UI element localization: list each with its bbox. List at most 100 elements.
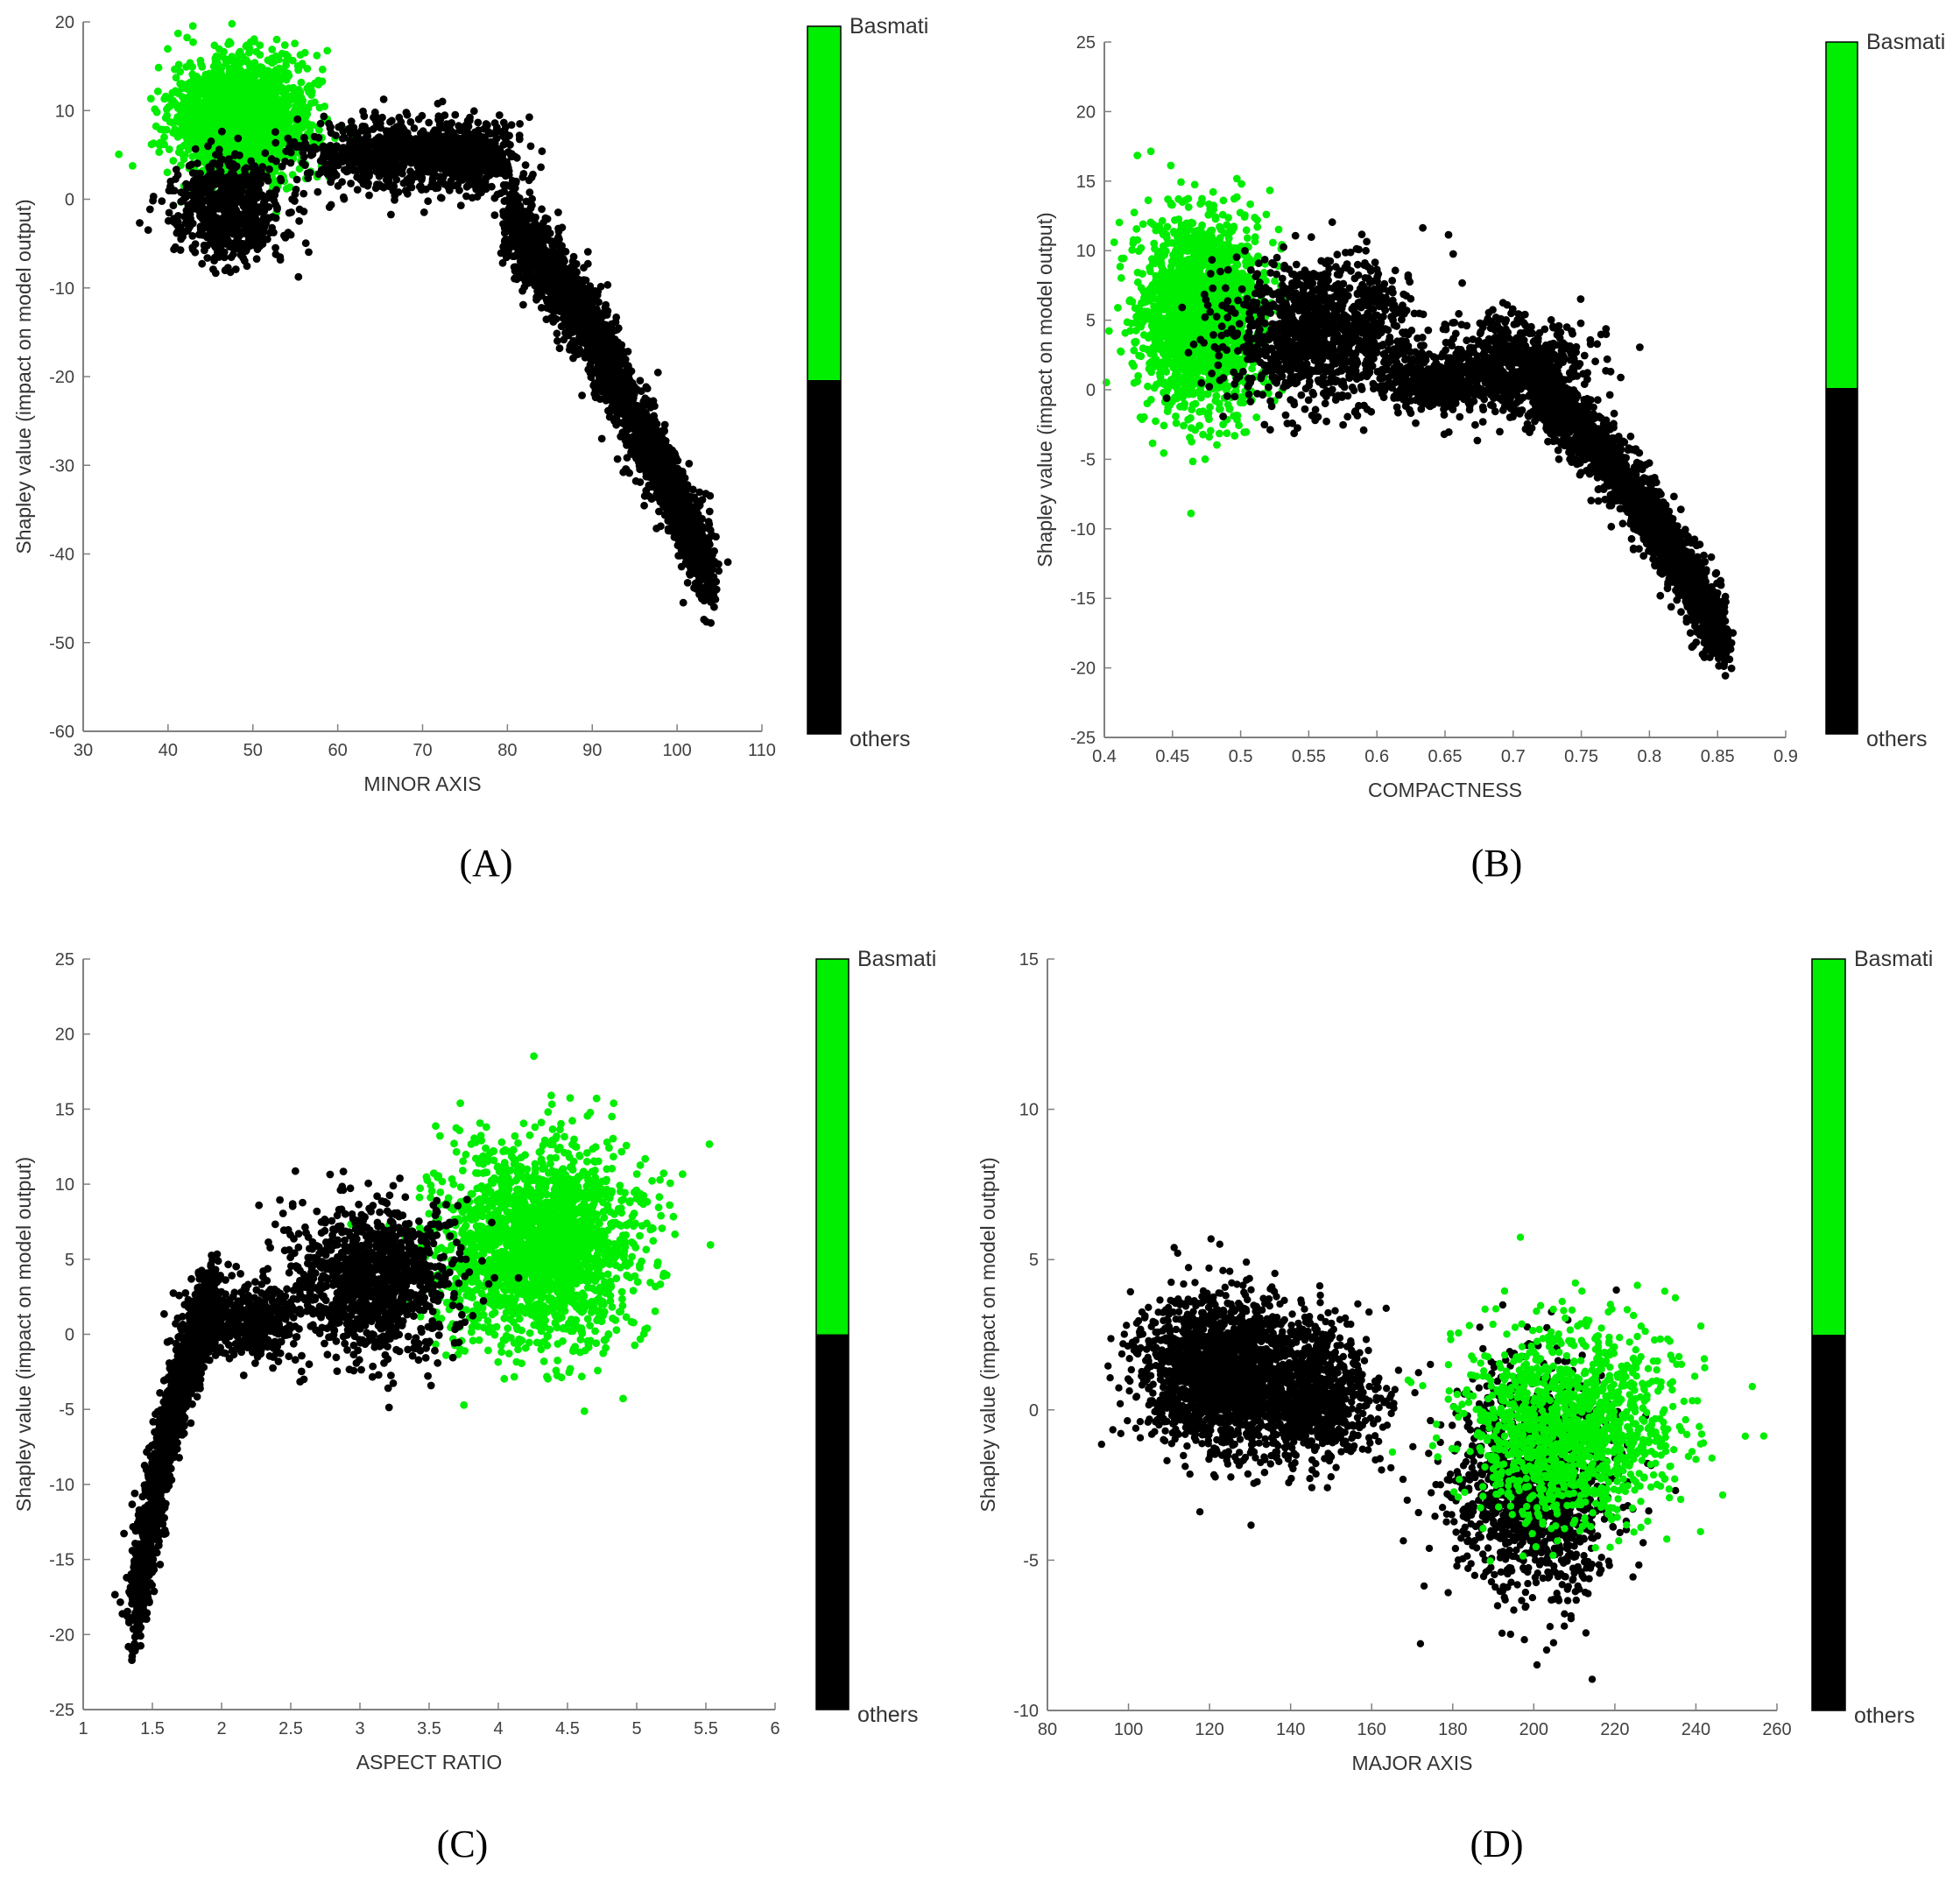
scatter-point [416,182,425,190]
scatter-point [152,122,160,130]
scatter-point [256,41,264,49]
scatter-point [271,250,280,258]
scatter-point [304,104,313,112]
scatter-point [224,40,232,48]
scatter-point [306,127,314,135]
scatter-point [144,226,152,234]
scatter-point [213,67,221,75]
scatter-point [183,33,192,42]
scatter-point [318,65,327,74]
scatter-point [201,246,208,255]
scatter-point [327,201,335,209]
scatter-point [235,81,243,90]
scatter-point [285,208,293,217]
scatter-point [188,243,197,251]
scatter-point [461,138,469,147]
scatter-point [451,172,460,180]
scatter-point [484,152,492,161]
scatter-point [299,159,307,167]
scatter-point [176,117,185,125]
scatter-point [228,53,236,60]
scatter-point [286,95,295,104]
scatter-point [243,145,252,153]
scatter-point [225,155,233,164]
scatter-point [221,54,229,63]
scatter-point [418,173,427,182]
scatter-point [381,138,390,146]
scatter-point [253,168,262,177]
scatter-point [214,60,222,68]
scatter-point [215,253,223,261]
scatter-point [278,108,286,116]
scatter-point [384,157,392,166]
scatter-point [222,210,231,219]
scatter-point [462,122,469,130]
scatter-point [173,29,182,38]
scatter-point [241,215,250,223]
scatter-point [180,141,188,150]
scatter-point [228,140,236,149]
scatter-point [164,45,172,53]
scatter-point [145,205,154,214]
scatter-point [172,175,180,183]
scatter-point [300,189,308,198]
scatter-point [205,163,214,172]
scatter-point [470,175,479,184]
scatter-point [251,215,260,223]
scatter-point [187,114,195,123]
scatter-point [293,175,301,184]
scatter-point [295,205,304,214]
scatter-point [365,191,373,200]
scatter-point [229,171,238,180]
scatter-point [165,208,173,217]
scatter-point [284,52,292,60]
scatter-point [187,215,195,223]
scatter-point [285,84,293,93]
scatter-point [195,139,204,148]
scatter-point [399,154,407,163]
scatter-point [160,95,169,103]
scatter-point [490,148,498,157]
scatter-point [515,135,524,144]
scatter-point [468,194,476,202]
scatter-point [265,165,273,173]
scatter-point [286,230,295,239]
scatter-point [260,194,269,202]
scatter-point [189,38,197,46]
scatter-point [254,175,263,183]
scatter-point [419,156,427,165]
scatter-point [228,132,236,141]
scatter-point [358,173,367,181]
scatter-point [248,75,257,84]
scatter-point [434,126,442,135]
scatter-point [317,168,326,177]
scatter-point [196,118,205,126]
scatter-point [521,161,530,169]
scatter-point [301,110,309,119]
scatter-point [245,48,253,57]
scatter-point [257,130,265,139]
scatter-point [236,152,243,159]
scatter-point [250,85,257,94]
scatter-point [623,454,631,462]
scatter-point [332,171,341,180]
scatter-point [321,102,328,110]
scatter-point [188,63,197,71]
scatter-point [264,215,272,223]
scatter-point [211,225,220,234]
scatter-point [314,81,322,88]
scatter-point [295,217,303,225]
scatter-point [277,176,286,185]
scatter-point [647,495,656,503]
scatter-plot-minor-axis: 30 40 50 60 70 80 90 100 110-60-50-40-30-20-1001… [12,13,928,885]
scatter-point [440,160,448,169]
scatter-point [660,420,669,429]
scatter-point [381,164,390,173]
scatter-point [226,87,235,95]
scatter-point [441,132,449,141]
scatter-point [259,74,268,83]
scatter-point [438,174,447,183]
scatter-point [251,184,260,193]
scatter-point [321,149,329,158]
scatter-point [360,112,369,121]
